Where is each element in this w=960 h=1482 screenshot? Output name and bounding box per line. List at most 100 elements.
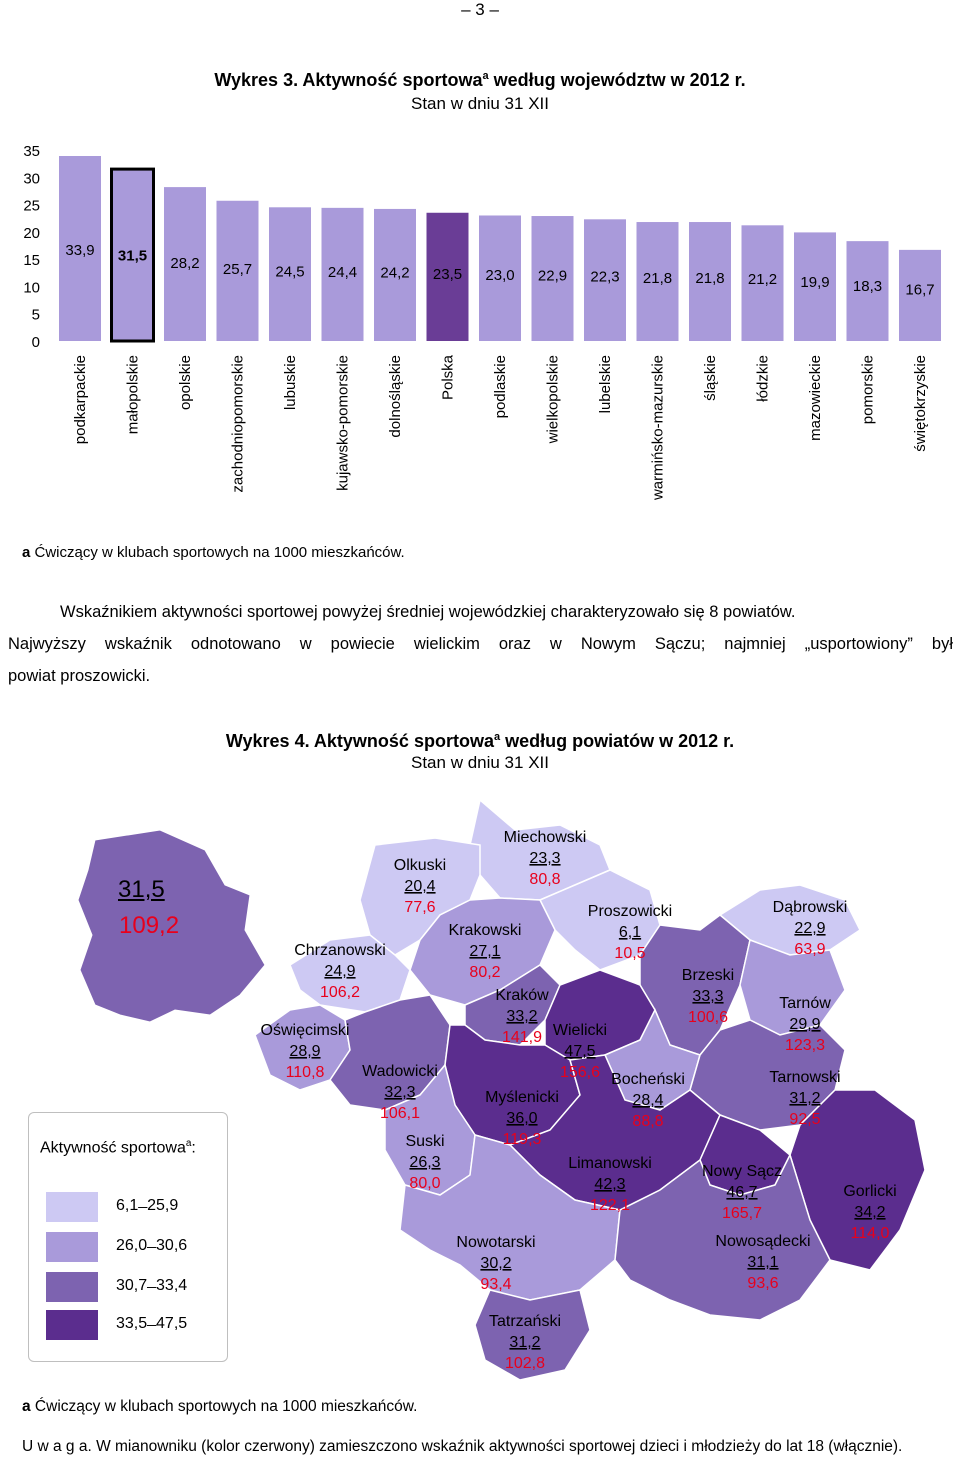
legend-swatch-3 (46, 1272, 98, 1302)
district-youth-value-label: 77,6 (404, 899, 435, 916)
district-value-label: 29,9 (789, 1016, 820, 1033)
district-name-label: Olkuski (394, 857, 446, 874)
district-name-label: Nowy Sącz (702, 1163, 782, 1180)
district-youth-value-label: 92,5 (789, 1111, 820, 1128)
category-label: Polska (440, 354, 457, 400)
bar-value-label: 22,3 (590, 269, 619, 286)
district-value-label: 47,5 (564, 1043, 595, 1060)
district-value-label: 23,3 (529, 850, 560, 867)
district-value-label: 27,1 (469, 943, 500, 960)
y-tick-label: 5 (32, 307, 40, 324)
bar-małopolskie (111, 169, 154, 341)
district-nowosadecki (614, 1152, 831, 1321)
district-name-label: Nowotarski (456, 1234, 535, 1251)
y-tick-label: 25 (23, 198, 40, 215)
bar-value-label: 24,5 (275, 264, 304, 281)
district-value-label: 31,1 (747, 1254, 778, 1271)
district-name-label: Kraków (495, 987, 549, 1004)
district-name-label: Dąbrowski (773, 899, 848, 916)
district-name-label: Wielicki (553, 1022, 607, 1039)
district-youth-value-label: 88,8 (632, 1113, 663, 1130)
bar-Polska (426, 212, 469, 341)
district-youth-value-label: 141,9 (502, 1029, 542, 1046)
bar-pomorskie (846, 241, 889, 341)
district-youth-value-label: 123,3 (785, 1037, 825, 1054)
district-chrzanowski (289, 934, 411, 1013)
bar-warmińsko-mazurskie (636, 222, 679, 341)
bar-value-label: 25,7 (223, 261, 252, 278)
district-name-label: Chrzanowski (294, 942, 386, 959)
chart2-title: Wykres 4. Aktywność sportowaa według pow… (225, 731, 735, 751)
district-youth-value-label: 156,6 (560, 1064, 600, 1081)
district-youth-value-label: 122,1 (590, 1197, 630, 1214)
bar-wielkopolskie (531, 216, 574, 341)
category-label: kujawsko-pomorskie (335, 355, 352, 491)
district-tatrzanski (474, 1289, 591, 1381)
y-tick-label: 10 (23, 279, 40, 296)
district-name-label: Proszowicki (588, 903, 672, 920)
district-name-label: Krakowski (449, 922, 522, 939)
category-label: pomorskie (860, 355, 877, 424)
district-youth-value-label: 165,7 (722, 1205, 762, 1222)
district-name-label: Oświęcimski (261, 1022, 350, 1039)
bar-value-label: 28,2 (170, 255, 199, 272)
district-youth-value-label: 106,2 (320, 984, 360, 1001)
bar-opolskie (164, 187, 206, 341)
page-number: – 3 – (461, 0, 499, 19)
bar-value-label: 19,9 (800, 274, 829, 291)
bar-mazowieckie (794, 232, 836, 341)
chart2-subtitle: Stan w dniu 31 XII (411, 753, 549, 772)
bar-value-label: 16,7 (905, 282, 934, 299)
chart1-footnote: a Ćwiczący w klubach sportowych na 1000 … (22, 544, 405, 561)
map-footnote: a Ćwiczący w klubach sportowych na 1000 … (22, 1398, 418, 1415)
uwaga-note: U w a g a. W mianowniku (kolor czerwony)… (22, 1438, 903, 1455)
district-value-label: 33,2 (506, 1008, 537, 1025)
district-name-label: Bocheński (611, 1071, 685, 1088)
body-paragraph: Wskaźnikiem aktywności sportowej powyżej… (8, 596, 953, 692)
category-label: podkarpackie (72, 355, 89, 444)
bar-kujawsko-pomorskie (321, 207, 364, 341)
district-value-label: 32,3 (384, 1084, 415, 1101)
legend-swatch-2 (46, 1232, 98, 1262)
district-name-label: Myślenicki (485, 1089, 559, 1106)
category-label: zachodniopomorskie (230, 355, 247, 493)
legend-label-4: 33,5 ̶ 47,5 (116, 1315, 188, 1332)
legend-swatch-4 (46, 1310, 98, 1340)
district-value-label: 20,4 (404, 878, 435, 895)
legend-label-2: 26,0 ̶ 30,6 (116, 1237, 188, 1254)
district-name-label: Tarnów (779, 995, 831, 1012)
district-value-label: 28,9 (289, 1043, 320, 1060)
district-value-label: 6,1 (619, 924, 641, 941)
district-value-label: 24,9 (324, 963, 355, 980)
category-label: małopolskie (125, 355, 142, 434)
paragraph-line-2: Najwyższy wskaźnik odnotowano w powiecie… (8, 635, 953, 653)
district-name-label: Tatrzański (489, 1313, 561, 1330)
y-tick-label: 15 (23, 252, 40, 269)
paragraph-line-1: Wskaźnikiem aktywności sportowej powyżej… (60, 603, 796, 621)
bar-świętokrzyskie (899, 249, 941, 341)
bar-value-label: 21,8 (643, 270, 672, 287)
legend-swatch-1 (46, 1192, 98, 1222)
district-name-label: Brzeski (682, 967, 734, 984)
category-label: świętokrzyskie (912, 355, 929, 452)
bar-value-label: 22,9 (538, 267, 567, 284)
bar-value-label: 24,4 (328, 264, 357, 281)
district-value-label: 31,2 (789, 1090, 820, 1107)
district-youth-value-label: 80,8 (529, 871, 560, 888)
bar-value-label: 33,9 (65, 242, 94, 259)
category-label: łódzkie (755, 355, 772, 402)
district-name-label: Gorlicki (843, 1183, 896, 1200)
category-label: śląskie (702, 355, 719, 401)
chart1-title: Wykres 3. Aktywność sportowaa według woj… (214, 70, 746, 90)
district-value-label: 22,9 (794, 920, 825, 937)
y-tick-label: 0 (32, 334, 40, 351)
bar-śląskie (689, 222, 731, 341)
district-name-label: Nowosądecki (715, 1233, 810, 1250)
district-wadowicki (329, 994, 451, 1111)
category-label: lubelskie (597, 355, 614, 413)
category-label: podlaskie (492, 355, 509, 418)
bar-łódzkie (741, 225, 784, 341)
district-youth-value-label: 80,0 (409, 1175, 440, 1192)
district-name-label: Tarnowski (769, 1069, 840, 1086)
category-label: mazowieckie (807, 355, 824, 441)
